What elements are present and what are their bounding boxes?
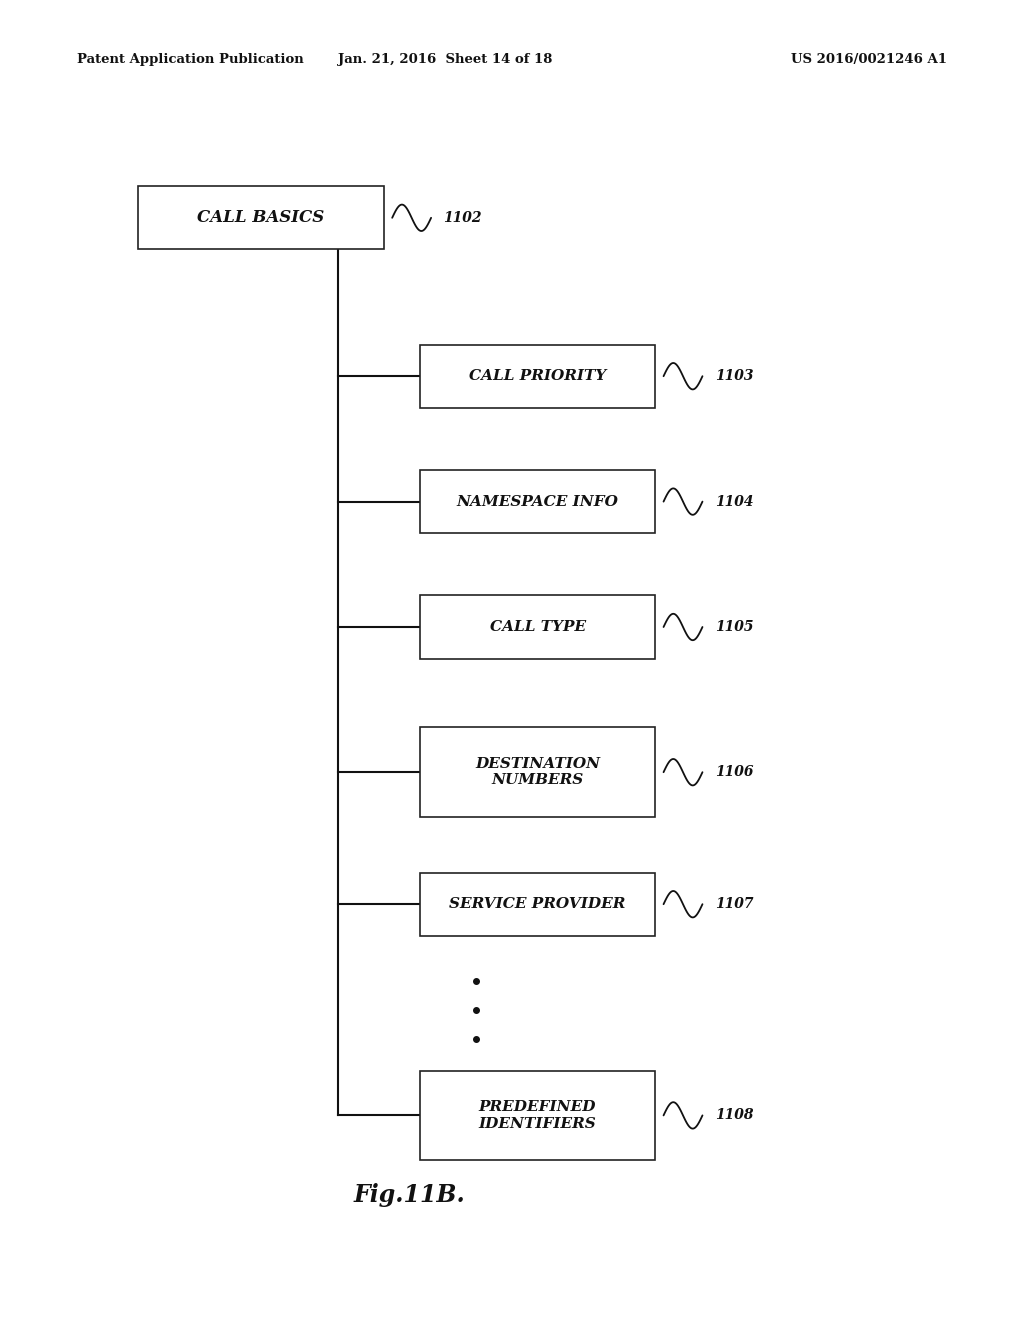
FancyBboxPatch shape <box>420 727 655 817</box>
Text: 1103: 1103 <box>715 370 754 383</box>
Text: Fig.11B.: Fig.11B. <box>353 1183 466 1206</box>
Text: CALL PRIORITY: CALL PRIORITY <box>469 370 606 383</box>
Text: Jan. 21, 2016  Sheet 14 of 18: Jan. 21, 2016 Sheet 14 of 18 <box>338 53 553 66</box>
Text: CALL BASICS: CALL BASICS <box>198 210 325 226</box>
FancyBboxPatch shape <box>420 345 655 408</box>
FancyBboxPatch shape <box>420 873 655 936</box>
Text: US 2016/0021246 A1: US 2016/0021246 A1 <box>792 53 947 66</box>
Text: 1107: 1107 <box>715 898 754 911</box>
Text: SERVICE PROVIDER: SERVICE PROVIDER <box>450 898 626 911</box>
FancyBboxPatch shape <box>138 186 384 249</box>
Text: 1105: 1105 <box>715 620 754 634</box>
FancyBboxPatch shape <box>420 1071 655 1160</box>
Text: 1102: 1102 <box>443 211 482 224</box>
Text: PREDEFINED
IDENTIFIERS: PREDEFINED IDENTIFIERS <box>479 1101 596 1130</box>
Text: 1108: 1108 <box>715 1109 754 1122</box>
Text: CALL TYPE: CALL TYPE <box>489 620 586 634</box>
Text: NAMESPACE INFO: NAMESPACE INFO <box>457 495 618 508</box>
Text: DESTINATION
NUMBERS: DESTINATION NUMBERS <box>475 758 600 787</box>
Text: 1104: 1104 <box>715 495 754 508</box>
FancyBboxPatch shape <box>420 470 655 533</box>
FancyBboxPatch shape <box>420 595 655 659</box>
Text: 1106: 1106 <box>715 766 754 779</box>
Text: Patent Application Publication: Patent Application Publication <box>77 53 303 66</box>
